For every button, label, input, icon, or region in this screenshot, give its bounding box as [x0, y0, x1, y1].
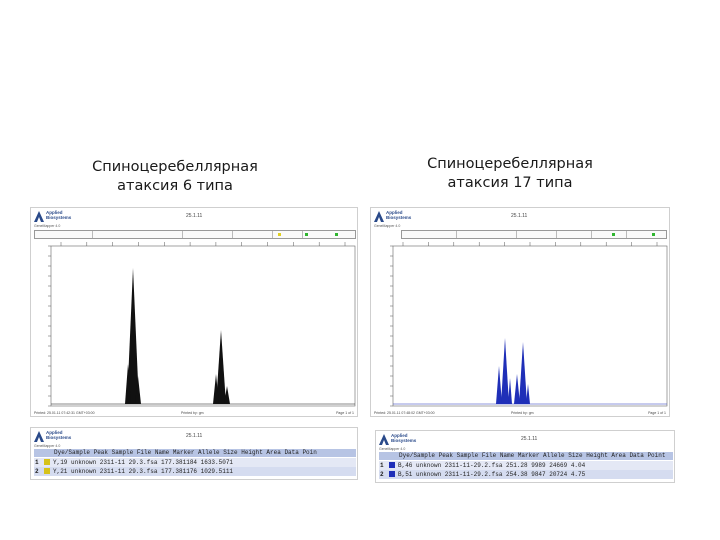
table-header: Dye/Sample Peak Sample File Name Marker …: [34, 449, 356, 457]
sample-info-bar: [401, 230, 667, 239]
yellow-status-icon: [278, 232, 281, 236]
peak: [519, 342, 527, 404]
row-values: B,51 unknown 2311-11-29.2.fsa 254.38 984…: [398, 471, 586, 478]
peak: [501, 338, 509, 404]
applied-biosystems-logo: Applied Biosystems: [34, 210, 74, 224]
title-sca6-line1: Спиноцеребеллярная: [92, 159, 258, 175]
row-values: Y,19 unknown 2311-11 29.3.fsa 177.381184…: [53, 459, 234, 466]
ab-logo-icon: [379, 434, 389, 445]
report-date: 25.1.11: [186, 433, 203, 439]
green-status-icon: [335, 232, 338, 236]
table-header: Dye/Sample Peak Sample File Name Marker …: [379, 452, 673, 460]
title-sca17-line2: атаксия 17 типа: [447, 175, 573, 191]
logo-line2: Biosystems: [46, 435, 72, 440]
applied-biosystems-logo: Applied Biosystems: [374, 210, 414, 224]
report-date: 25.1.11: [521, 436, 538, 442]
footer-page: Page 1 of 1: [336, 411, 354, 415]
footer-printed: Printed: 25.01.11 07:48:02 GMT+03:00: [374, 411, 435, 415]
peak: [127, 268, 139, 404]
peak: [496, 366, 502, 404]
software-name: GeneMapper 4.0: [374, 224, 401, 228]
plot-frame: [392, 245, 668, 407]
dye-color-swatch: [389, 471, 395, 477]
electropherogram-sca6: Applied Biosystems 25.1.11 GeneMapper 4.0…: [30, 207, 358, 417]
applied-biosystems-logo: Applied Biosystems: [379, 433, 419, 447]
logo-line2: Biosystems: [391, 438, 417, 443]
peak: [135, 376, 141, 404]
dye-color-swatch: [44, 459, 50, 465]
green-status-icon: [305, 232, 308, 236]
plot-frame: [50, 245, 356, 407]
plot-sca6: [48, 242, 356, 407]
table-row[interactable]: 2 B,51 unknown 2311-11-29.2.fsa 254.38 9…: [379, 470, 673, 479]
logo-line2: Biosystems: [46, 215, 72, 220]
row-index: 2: [35, 468, 39, 475]
peak: [216, 330, 226, 404]
table-row[interactable]: 1 B,46 unknown 2311-11-29.2.fsa 251.28 9…: [379, 461, 673, 470]
report-date: 25.1.11: [511, 213, 528, 219]
applied-biosystems-logo: Applied Biosystems: [34, 430, 74, 444]
title-sca6-line2: атаксия 6 типа: [117, 178, 233, 194]
peak-table-sca6: Applied Biosystems 25.1.11 GeneMapper 4.0…: [30, 427, 358, 480]
row-index: 1: [35, 459, 39, 466]
ab-logo-icon: [34, 431, 44, 442]
row-index: 2: [380, 471, 384, 478]
logo-line1: Applied: [46, 430, 63, 435]
table-row[interactable]: 1 Y,19 unknown 2311-11 29.3.fsa 177.3811…: [34, 458, 356, 467]
row-values: Y,21 unknown 2311-11 29.3.fsa 177.381176…: [53, 468, 234, 475]
title-sca17: Спиноцеребеллярная атаксия 17 типа: [390, 155, 630, 193]
peak: [224, 386, 230, 404]
dye-color-swatch: [389, 462, 395, 468]
peak: [508, 378, 512, 404]
logo-line1: Applied: [46, 210, 63, 215]
sample-info-bar: [34, 230, 356, 239]
logo-line1: Applied: [391, 433, 408, 438]
peak-table-sca17: Applied Biosystems 25.1.11 GeneMapper 4.0…: [375, 430, 675, 483]
peak: [213, 374, 219, 404]
peak: [526, 384, 530, 404]
software-name: GeneMapper 4.0: [34, 224, 61, 228]
electropherogram-sca17: Applied Biosystems 25.1.11 GeneMapper 4.0…: [370, 207, 670, 417]
logo-line2: Biosystems: [386, 215, 412, 220]
title-sca6: Спиноцеребеллярная атаксия 6 типа: [55, 158, 295, 196]
title-sca17-line1: Спиноцеребеллярная: [427, 156, 593, 172]
table-row[interactable]: 2 Y,21 unknown 2311-11 29.3.fsa 177.3811…: [34, 467, 356, 476]
software-name: GeneMapper 4.0: [34, 444, 61, 448]
software-name: GeneMapper 4.0: [379, 447, 406, 451]
dye-color-swatch: [44, 468, 50, 474]
footer-printed: Printed: 25.01.11 07:42:31 GMT+03:00: [34, 411, 95, 415]
peak: [125, 364, 131, 404]
footer-page: Page 1 of 1: [648, 411, 666, 415]
plot-sca17: [390, 242, 668, 407]
logo-line1: Applied: [386, 210, 403, 215]
report-date: 25.1.11: [186, 213, 203, 219]
footer-user: Printed by: gm: [181, 411, 204, 415]
green-status-icon: [612, 232, 615, 236]
footer-user: Printed by: gm: [511, 411, 534, 415]
ab-logo-icon: [34, 211, 44, 222]
peak: [514, 374, 520, 404]
row-values: B,46 unknown 2311-11-29.2.fsa 251.28 998…: [398, 462, 586, 469]
row-index: 1: [380, 462, 384, 469]
ab-logo-icon: [374, 211, 384, 222]
green-status-icon: [652, 232, 655, 236]
